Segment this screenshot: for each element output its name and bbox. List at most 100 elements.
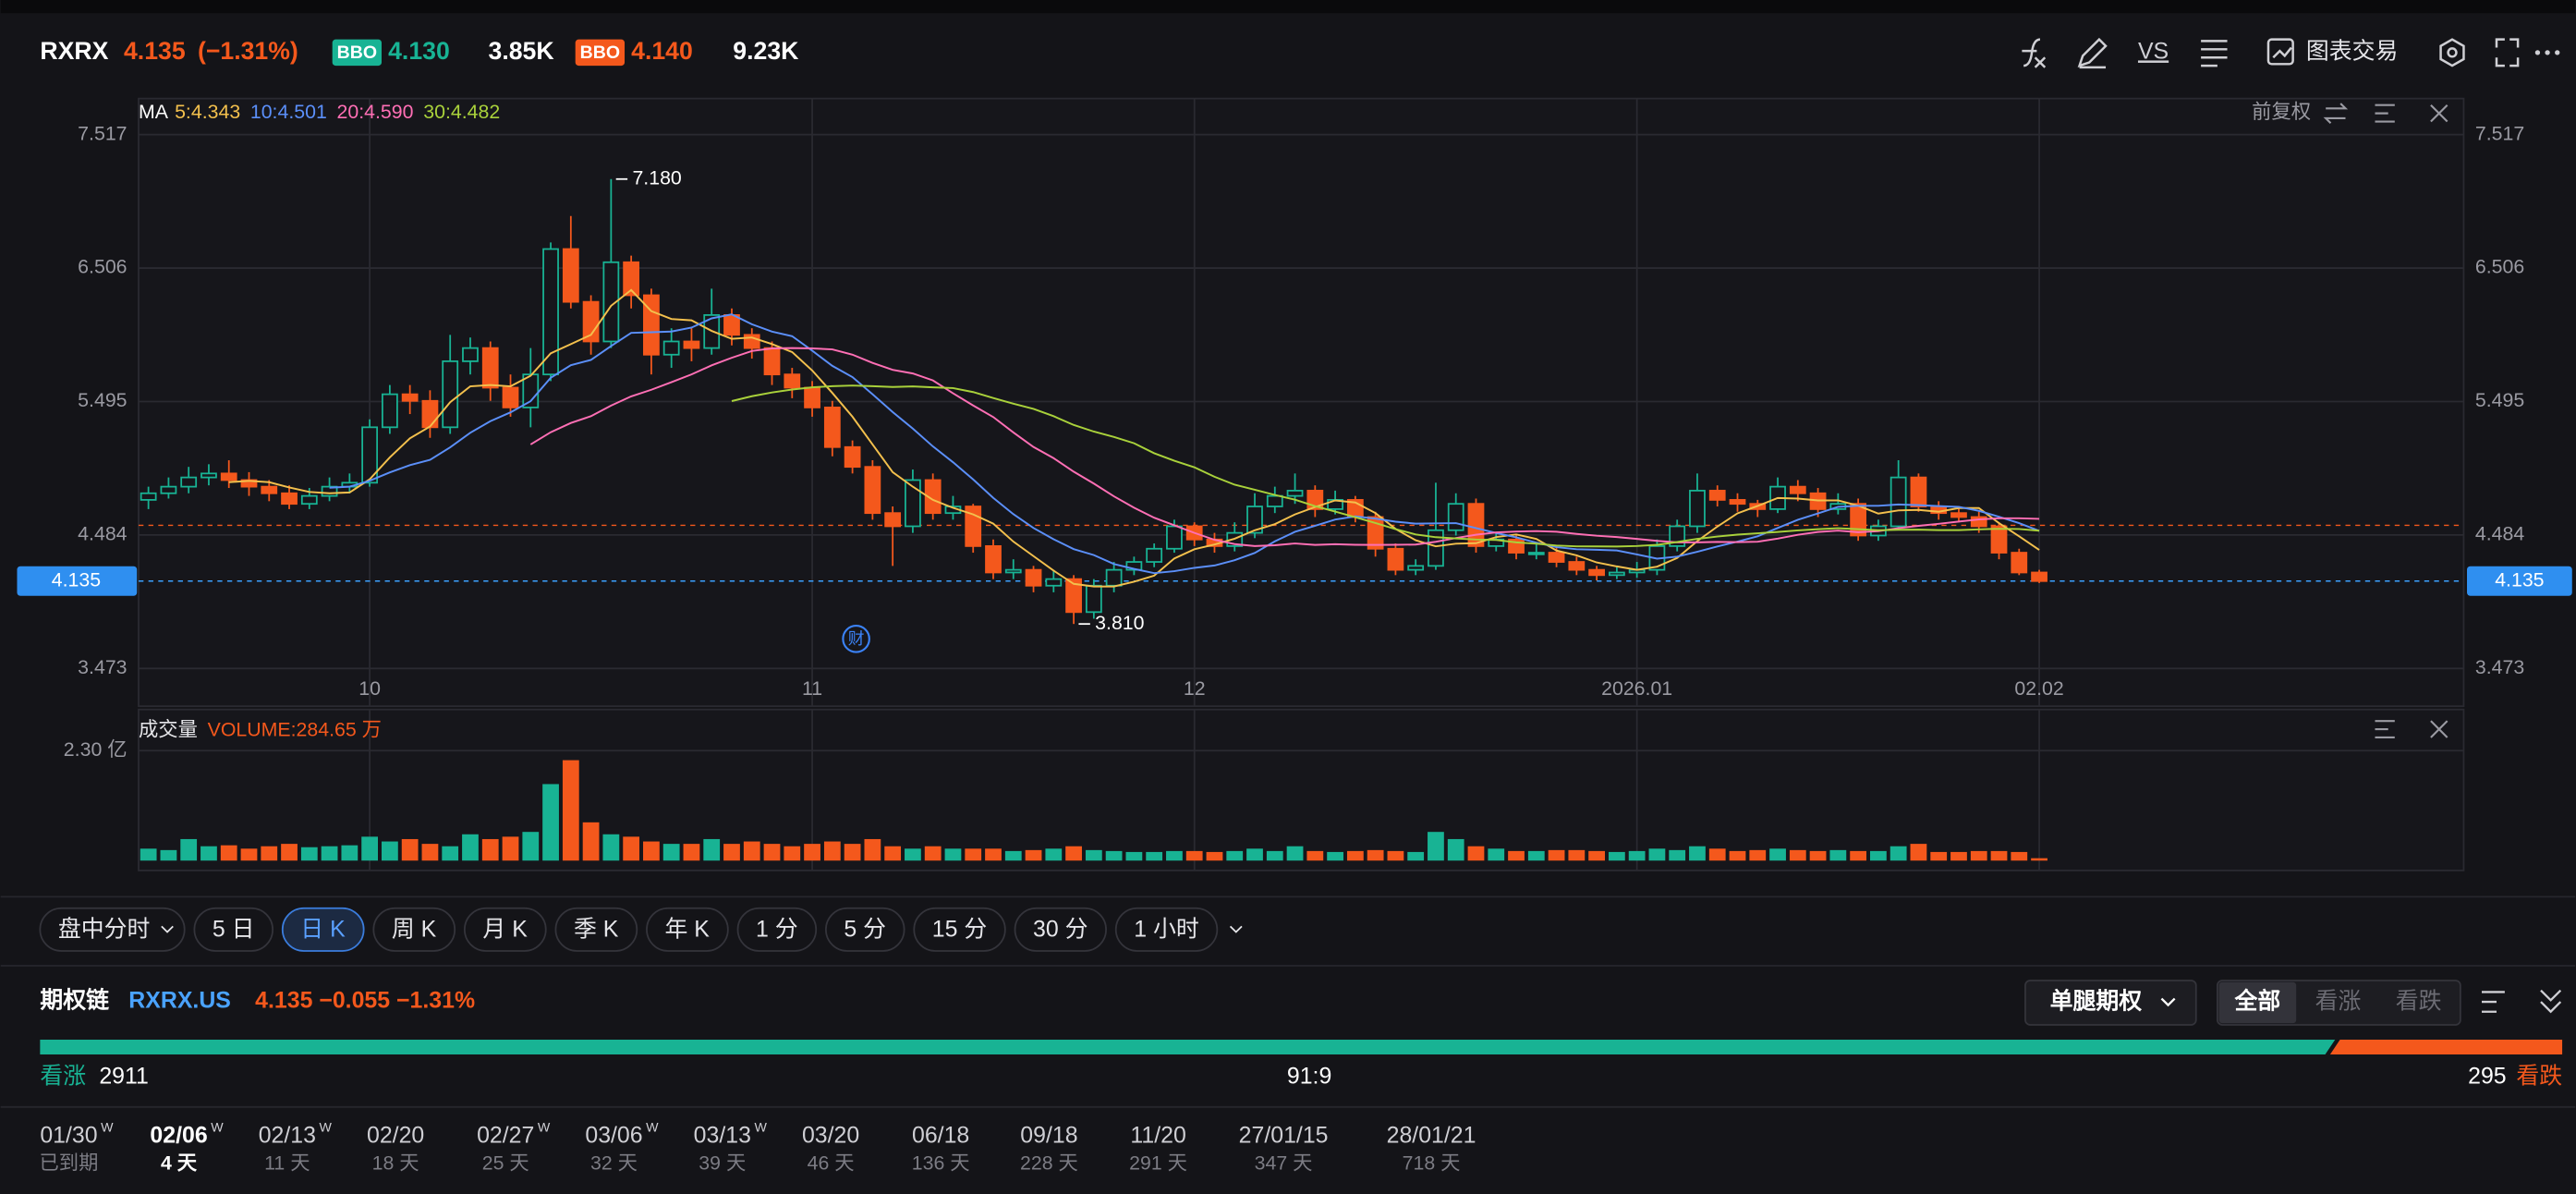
volume-bar <box>361 836 379 861</box>
panel-settings-icon[interactable] <box>2375 104 2395 123</box>
candle-body <box>985 545 1002 574</box>
volume-bar <box>261 846 278 861</box>
filter-label[interactable]: 看跌 <box>2396 989 2442 1015</box>
period-tab[interactable]: 5 日 <box>193 907 273 952</box>
volume-bar <box>1428 832 1444 861</box>
volume-bar <box>281 844 298 861</box>
volume-bar <box>2011 851 2028 861</box>
period-tab[interactable]: 盘中分时 <box>39 907 186 952</box>
candle-body <box>1166 525 1183 550</box>
candle-body <box>1004 568 1022 574</box>
period-tab[interactable]: 15 分 <box>913 907 1006 952</box>
period-tab[interactable]: 季 K <box>554 907 638 952</box>
y-tick-label-right: 7.517 <box>2475 122 2524 144</box>
volume-bar <box>1246 848 1263 861</box>
event-marker[interactable] <box>842 625 870 653</box>
expiry-tag: W <box>538 1121 551 1136</box>
swap-icon[interactable] <box>2323 103 2349 125</box>
tab-label: 季 K <box>574 916 619 942</box>
volume-bar <box>763 844 781 861</box>
candle-body <box>884 512 902 528</box>
mode-select[interactable] <box>2024 980 2197 1026</box>
more-periods[interactable] <box>1229 925 1243 933</box>
expiry[interactable]: 11/20 291 天 <box>1129 1122 1187 1174</box>
expiry[interactable]: 03/06 W 32 天 <box>585 1121 659 1175</box>
volume-bar <box>884 846 902 861</box>
options-quote: 4.135 −0.055 −1.31% <box>255 988 475 1014</box>
expiry[interactable]: 01/30 W 已到期 <box>40 1121 115 1175</box>
adjust-mode[interactable]: 前复权 <box>2252 101 2311 123</box>
tab-background <box>281 907 365 952</box>
volume-bar <box>341 845 358 861</box>
tab-background <box>554 907 638 952</box>
expiry[interactable]: 06/18 136 天 <box>912 1122 970 1174</box>
volume-bar <box>944 848 962 861</box>
volume-bar <box>382 841 398 861</box>
trade-icon[interactable] <box>2266 38 2294 66</box>
ma-line <box>529 347 2040 547</box>
tab-label: 年 K <box>665 916 711 942</box>
tab-label: 1 分 <box>756 916 798 942</box>
candle-body <box>1548 552 1565 563</box>
high-label: 7.180 <box>632 166 681 189</box>
volume-close-icon[interactable] <box>2430 720 2448 738</box>
tab-background <box>39 907 186 952</box>
collapse-icon[interactable] <box>2540 989 2562 1014</box>
period-tab[interactable]: 1 分 <box>736 907 818 952</box>
tab-label: 5 分 <box>844 916 886 942</box>
period-tab[interactable]: 周 K <box>372 907 456 952</box>
low-label: 3.810 <box>1095 612 1144 634</box>
volume-bar <box>481 838 499 861</box>
change: (−1.31%) <box>198 37 298 65</box>
expiry[interactable]: 03/13 W 39 天 <box>694 1121 768 1175</box>
volume-bar <box>905 848 921 861</box>
settings-icon[interactable] <box>2439 38 2465 67</box>
volume-bar <box>1387 850 1404 861</box>
tab-label: 周 K <box>392 916 437 942</box>
expiry-tag: W <box>646 1121 659 1136</box>
close-icon[interactable] <box>2430 104 2448 123</box>
expiry[interactable]: 09/18 228 天 <box>1020 1122 1078 1174</box>
filter-label[interactable]: 看涨 <box>2315 989 2362 1015</box>
expiry[interactable]: 02/27 W 25 天 <box>477 1121 551 1175</box>
candle-body <box>924 479 942 515</box>
expiry-tag: W <box>754 1121 767 1136</box>
options-symbol[interactable]: RXRX.US <box>128 988 231 1014</box>
filter-label[interactable]: 全部 <box>2234 988 2281 1015</box>
option-settings-icon[interactable] <box>2482 991 2505 1013</box>
y-tick-label: 6.506 <box>78 256 127 278</box>
more-icon[interactable] <box>2534 50 2560 55</box>
tab-background <box>736 907 818 952</box>
expiry[interactable]: 03/20 46 天 <box>802 1122 859 1174</box>
options-title: 期权链 <box>40 987 109 1014</box>
period-tab[interactable]: 1 小时 <box>1114 907 1219 952</box>
period-tab[interactable]: 5 分 <box>825 907 905 952</box>
y-tick-label-right: 6.506 <box>2475 256 2524 278</box>
volume-bar <box>1930 851 1948 861</box>
list-icon[interactable] <box>2201 40 2228 67</box>
expiry[interactable]: 27/01/15 347 天 <box>1239 1122 1329 1174</box>
tab-background <box>646 907 729 952</box>
volume-settings-icon[interactable] <box>2375 720 2395 739</box>
volume-bar <box>442 846 459 861</box>
volume-bar <box>1025 849 1042 861</box>
draw-icon[interactable] <box>2077 37 2108 69</box>
volume-bar <box>1950 851 1967 861</box>
tab-background <box>1114 907 1219 952</box>
last-price-label: 4.135 <box>52 568 101 591</box>
indicator-icon[interactable] <box>2022 38 2047 68</box>
volume-bar <box>1809 850 1827 861</box>
trade-button[interactable]: 图表交易 <box>2306 38 2399 64</box>
expiry[interactable]: 02/20 18 天 <box>367 1122 424 1174</box>
expiry[interactable]: 28/01/21 718 天 <box>1387 1122 1476 1174</box>
mode-label: 单腿期权 <box>2050 989 2143 1015</box>
period-tab[interactable]: 月 K <box>463 907 547 952</box>
expiry[interactable]: 02/13 W 11 天 <box>259 1121 333 1175</box>
compare-button[interactable]: VS <box>2138 38 2169 64</box>
period-tab[interactable]: 30 分 <box>1014 907 1107 952</box>
period-tab[interactable]: 日 K <box>281 907 365 952</box>
fullscreen-icon[interactable] <box>2495 38 2520 67</box>
candle-body <box>542 248 559 376</box>
expiry[interactable]: 02/06 W 4 天 <box>150 1121 224 1175</box>
period-tab[interactable]: 年 K <box>646 907 729 952</box>
